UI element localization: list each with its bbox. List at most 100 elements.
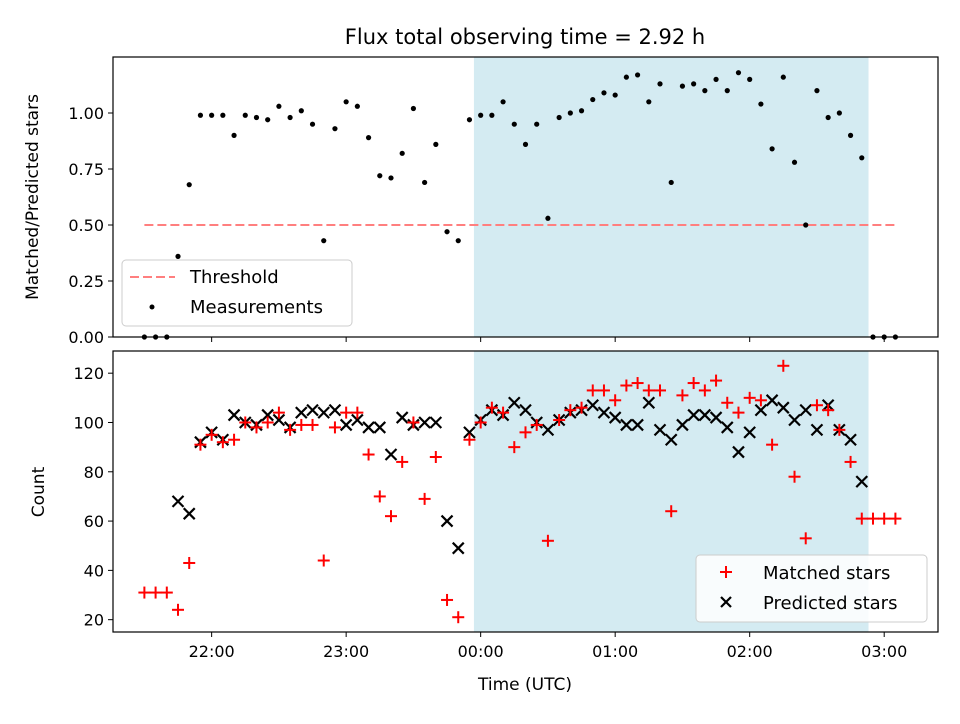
matched-star-point	[597, 384, 610, 397]
top-legend: Threshold Measurements	[121, 259, 353, 327]
measurement-point	[478, 112, 484, 118]
matched-star-point	[866, 512, 879, 525]
measurement-point	[433, 141, 439, 147]
measurement-point	[242, 112, 248, 118]
predicted-star-point	[687, 408, 700, 422]
predicted-star-point	[642, 396, 656, 410]
top-y-tick-label: 0.50	[68, 216, 104, 235]
legend-predicted-label: Predicted stars	[763, 593, 897, 614]
predicted-star-point	[463, 426, 476, 439]
x-tick-label: 01:00	[592, 642, 638, 661]
matched-star-point	[463, 433, 476, 446]
matched-star-point	[485, 401, 498, 414]
measurement-point	[612, 92, 618, 98]
legend-matched-swatch	[720, 566, 732, 578]
top-y-tick-label: 0.75	[68, 160, 104, 179]
predicted-star-point	[171, 495, 185, 508]
bottom-plot-frame	[112, 350, 939, 633]
matched-star-point	[205, 428, 218, 441]
bottom-y-tick-label: 80	[84, 463, 104, 482]
matched-star-point	[261, 416, 274, 429]
measurement-point	[590, 96, 596, 103]
predicted-star-point	[777, 401, 790, 414]
chart-title: Flux total observing time = 2.92 h	[345, 25, 705, 49]
matched-star-point	[676, 389, 689, 402]
predicted-star-point	[664, 433, 678, 447]
predicted-star-point	[765, 394, 779, 407]
measurement-point	[422, 179, 428, 186]
measurement-point	[735, 70, 742, 76]
top-plot-frame	[112, 56, 939, 338]
matched-star-point	[833, 423, 846, 436]
matched-star-point	[889, 512, 902, 525]
measurement-point	[691, 81, 697, 87]
predicted-star-point	[384, 448, 398, 461]
measurement-point	[209, 112, 215, 118]
legend-threshold-label: Threshold	[189, 267, 279, 288]
measurement-point	[724, 88, 730, 94]
matched-star-point	[710, 374, 723, 387]
predicted-star-point	[855, 475, 869, 488]
measurement-point	[377, 173, 383, 179]
predicted-star-point	[418, 416, 431, 429]
measurement-point	[859, 155, 865, 161]
predicted-star-point	[631, 418, 644, 432]
measurement-point	[343, 99, 349, 105]
matched-star-point	[340, 406, 353, 419]
predicted-star-point	[519, 403, 532, 417]
legend-measurements-swatch	[149, 304, 155, 310]
x-axis-label: Time (UTC)	[477, 675, 572, 695]
measurement-point	[825, 114, 831, 121]
predicted-star-point	[844, 433, 857, 447]
measurement-point	[489, 112, 495, 118]
matched-star-point	[519, 426, 532, 439]
matched-star-point	[553, 414, 566, 427]
predicted-star-point	[182, 507, 196, 520]
matched-star-point	[328, 421, 341, 434]
x-tick-label: 22:00	[189, 642, 235, 661]
predicted-star-point	[799, 403, 813, 417]
matched-star-point	[609, 394, 622, 407]
measurement-point	[545, 215, 551, 221]
measurement-point	[657, 81, 663, 87]
predicted-star-point	[227, 408, 241, 422]
measurement-point	[197, 112, 204, 118]
matched-star-point	[732, 406, 745, 419]
matched-star-point	[396, 455, 409, 468]
measurement-point	[556, 114, 562, 121]
measurement-point	[186, 182, 192, 188]
predicted-star-point	[653, 423, 667, 437]
matched-star-point	[441, 593, 454, 606]
matched-star-point	[407, 416, 420, 429]
predicted-star-point	[429, 416, 443, 429]
measurement-point	[769, 146, 775, 152]
measurement-point	[276, 103, 282, 109]
matched-star-point	[575, 401, 588, 414]
bottom-legend: Matched stars Predicted stars	[695, 554, 928, 623]
measurement-point	[253, 114, 260, 121]
measurement-point	[265, 117, 271, 123]
measurement-point	[309, 121, 316, 127]
matched-star-point	[239, 416, 252, 429]
predicted-star-point	[328, 403, 342, 417]
bottom-y-tick-label: 60	[84, 512, 104, 531]
measurement-point	[298, 108, 304, 114]
measurement-point	[354, 103, 360, 109]
matched-star-point	[384, 510, 397, 523]
matched-star-point	[474, 416, 487, 429]
predicted-star-point	[732, 445, 745, 459]
measurement-point	[231, 132, 237, 138]
matched-star-point	[642, 384, 655, 397]
predicted-star-point	[373, 421, 387, 434]
matched-star-point	[508, 441, 521, 454]
top-shade	[473, 57, 869, 337]
predicted-star-point	[272, 413, 286, 427]
measurement-point	[287, 114, 293, 121]
matched-star-point	[788, 470, 801, 483]
matched-star-point	[698, 384, 711, 397]
predicted-star-point	[698, 408, 712, 422]
measurement-point	[601, 90, 607, 96]
measurement-point	[747, 76, 753, 82]
measurement-point	[534, 121, 540, 127]
matched-star-point	[149, 586, 162, 599]
